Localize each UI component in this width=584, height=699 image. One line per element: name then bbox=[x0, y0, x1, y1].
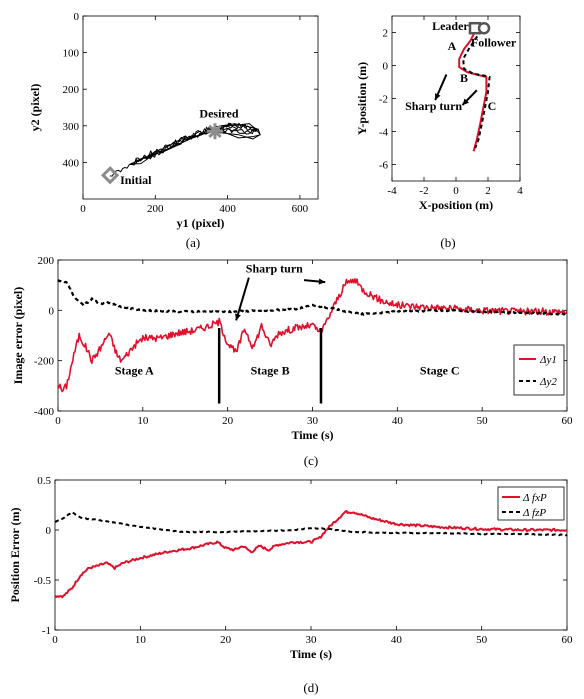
panel-d: 0 10 20 30 40 50 60 0.5 0 -0.5 -1 Time (s) Position … bbox=[8, 475, 573, 661]
annotation-sharp-turn: Sharp turn bbox=[246, 262, 303, 276]
y-tick-label: -400 bbox=[34, 406, 55, 418]
x-tick-label: 60 bbox=[562, 415, 574, 427]
y-tick-label: 300 bbox=[63, 121, 80, 133]
sharp-turn-arrow-right-head bbox=[462, 98, 469, 106]
trajectory-line-overlay bbox=[129, 122, 261, 166]
y-tick-label: -0.5 bbox=[34, 575, 52, 587]
x-tick-label: 4 bbox=[517, 185, 523, 197]
x-tick-label: 2 bbox=[485, 185, 491, 197]
x-tick-label: 30 bbox=[306, 634, 318, 646]
plot-frame bbox=[57, 259, 568, 412]
annotation-desired: Desired bbox=[199, 106, 238, 120]
follower-path bbox=[462, 30, 491, 149]
series-dzp-line bbox=[54, 511, 568, 537]
x-axis-label: Time (s) bbox=[290, 647, 332, 661]
initial-marker bbox=[100, 166, 120, 185]
panel-c: 0 10 20 30 40 50 60 200 0 -200 -400 Time (s) Image e… bbox=[11, 255, 573, 442]
plot-frame bbox=[54, 479, 568, 631]
x-tick-label: 50 bbox=[476, 634, 488, 646]
legend-label-dy1: Δy1 bbox=[539, 354, 557, 366]
x-tick-label: 20 bbox=[220, 634, 232, 646]
series-dy2-line bbox=[57, 279, 568, 316]
x-tick-label: 400 bbox=[219, 203, 236, 215]
y-tick-label: 0 bbox=[49, 305, 55, 317]
annotation-initial: Initial bbox=[120, 173, 152, 187]
x-tick-label: 0 bbox=[55, 415, 61, 427]
x-tick-label: 20 bbox=[222, 415, 234, 427]
caption-c: (c) bbox=[304, 453, 318, 468]
annotation-stage-b: Stage B bbox=[251, 364, 290, 378]
annotation-follower: Follower bbox=[471, 36, 517, 50]
plot-frame bbox=[82, 15, 319, 200]
y-tick-label: -2 bbox=[379, 94, 388, 106]
x-tick-label: 200 bbox=[147, 203, 164, 215]
desired-marker bbox=[208, 124, 222, 139]
sharp-turn-arrow-1-head bbox=[235, 313, 241, 321]
x-tick-label: -4 bbox=[387, 185, 397, 197]
x-tick-label: 40 bbox=[392, 415, 404, 427]
caption-b: (b) bbox=[440, 235, 455, 250]
annotation-a: A bbox=[448, 39, 457, 53]
caption-a: (a) bbox=[186, 235, 200, 250]
x-axis-label: X-position (m) bbox=[419, 198, 493, 212]
x-tick-label: 10 bbox=[137, 415, 149, 427]
x-tick-label: -2 bbox=[419, 185, 428, 197]
y-tick-label: -200 bbox=[34, 356, 55, 368]
y-tick-label: 200 bbox=[38, 255, 55, 267]
x-tick-label: 0 bbox=[453, 185, 459, 197]
annotation-b: B bbox=[460, 71, 468, 85]
y-tick-label: -6 bbox=[379, 160, 389, 172]
y-tick-label: 0 bbox=[46, 525, 52, 537]
legend-box bbox=[513, 344, 565, 396]
annotation-stage-a: Stage A bbox=[115, 364, 154, 378]
caption-d: (d) bbox=[303, 680, 318, 695]
annotation-leader: Leader bbox=[432, 19, 469, 33]
y-axis-label: Image error (pixel) bbox=[11, 287, 25, 385]
x-tick-label: 30 bbox=[307, 415, 319, 427]
y-tick-label: -4 bbox=[379, 127, 389, 139]
y-tick-label: 200 bbox=[63, 84, 80, 96]
y-axis-label: Y-position (m) bbox=[355, 62, 369, 135]
legend-label-dxp: Δ fxP bbox=[522, 492, 547, 504]
annotation-sharp-turn: Sharp turn bbox=[405, 99, 462, 113]
trajectory-line bbox=[110, 123, 261, 177]
x-axis-label: y1 (pixel) bbox=[177, 216, 225, 230]
y-tick-label: 100 bbox=[63, 48, 80, 60]
y-axis-label: Position Error (m) bbox=[8, 508, 22, 603]
y-tick-label: -1 bbox=[42, 625, 51, 637]
series-dy1-line bbox=[57, 278, 568, 393]
sharp-turn-arrow-1 bbox=[235, 277, 250, 321]
y-tick-label: 0 bbox=[74, 11, 80, 23]
x-tick-label: 0 bbox=[80, 203, 86, 215]
y-tick-label: 400 bbox=[63, 157, 80, 169]
x-axis-label: Time (s) bbox=[291, 428, 333, 442]
annotation-stage-c: Stage C bbox=[420, 364, 460, 378]
x-tick-label: 60 bbox=[562, 634, 574, 646]
series-dxp-line bbox=[54, 509, 568, 599]
x-tick-label: 600 bbox=[292, 203, 309, 215]
follower-robot-icon bbox=[477, 21, 491, 35]
x-tick-label: 50 bbox=[477, 415, 489, 427]
y-tick-label: 0.5 bbox=[37, 475, 51, 487]
x-tick-label: 0 bbox=[52, 634, 58, 646]
y-tick-label: 0 bbox=[383, 61, 389, 73]
x-tick-label: 10 bbox=[135, 634, 147, 646]
annotation-c: C bbox=[488, 99, 497, 113]
legend-label-dzp: Δ fzP bbox=[522, 507, 546, 519]
legend-box bbox=[497, 486, 565, 521]
legend-label-dy2: Δy2 bbox=[539, 376, 557, 388]
x-tick-label: 40 bbox=[391, 634, 403, 646]
sharp-turn-arrow-left-head bbox=[434, 93, 441, 101]
y-tick-label: 2 bbox=[383, 28, 389, 40]
sharp-turn-arrow-2-head bbox=[318, 278, 326, 285]
panel-b: -4 -2 0 2 4 2 0 -2 -4 -6 X-position (m) Y-position … bbox=[355, 15, 523, 212]
y-axis-label: y2 (pixel) bbox=[28, 84, 42, 132]
